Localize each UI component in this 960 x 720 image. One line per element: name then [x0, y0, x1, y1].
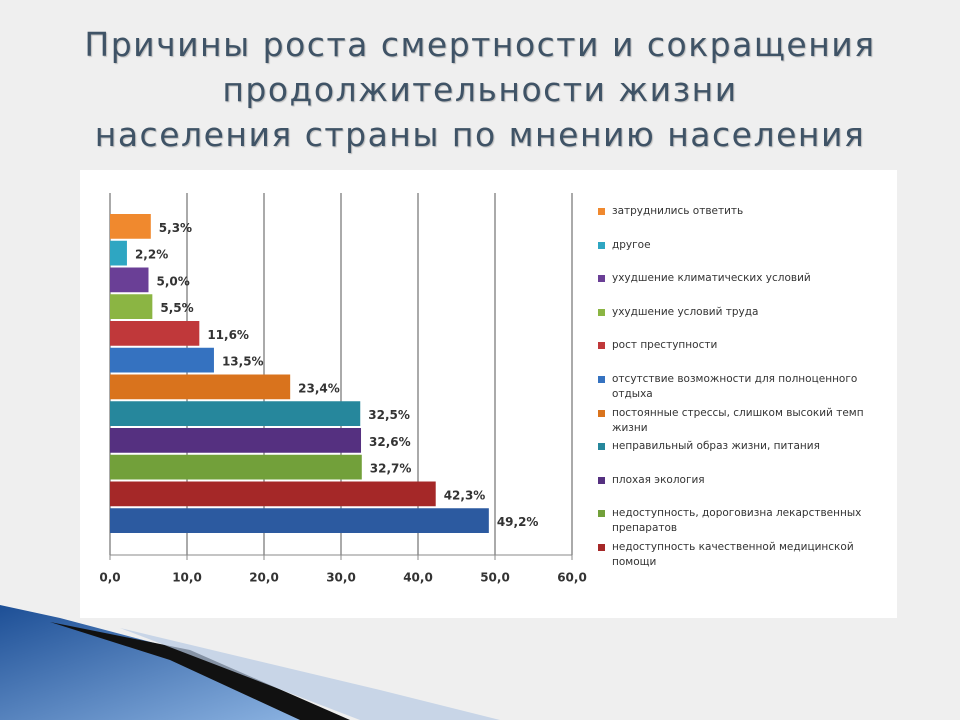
x-tick-label: 60,0 — [557, 571, 587, 585]
legend-swatch — [598, 275, 605, 283]
value-label: 23,4% — [298, 381, 340, 395]
legend-swatch — [598, 443, 605, 451]
bar — [110, 428, 362, 453]
value-label: 32,7% — [370, 462, 412, 476]
value-label: 13,5% — [222, 355, 264, 369]
bar — [110, 294, 153, 319]
legend-label: другое — [612, 238, 651, 251]
legend-swatch — [598, 544, 605, 551]
legend-swatch — [598, 241, 605, 249]
legend-swatch — [598, 308, 605, 316]
legend-label: рост преступности — [612, 339, 718, 352]
bar — [110, 508, 489, 533]
bar — [110, 321, 200, 346]
x-tick-label: 50,0 — [480, 571, 510, 585]
value-label: 32,6% — [369, 435, 411, 449]
legend-item: ухудшение условий труда — [598, 305, 898, 320]
legend-swatch — [598, 376, 605, 383]
value-label: 2,2% — [135, 248, 168, 262]
x-tick-label: 40,0 — [403, 571, 433, 585]
legend-item: неправильный образ жизни, питания — [598, 439, 898, 454]
legend-item: ухудшение климатических условий — [598, 271, 898, 286]
legend-item: недоступность качественной медицинской п… — [598, 540, 898, 570]
bar — [110, 401, 361, 426]
bar — [110, 374, 291, 400]
bar — [110, 347, 214, 373]
legend-item: отсутствие возможности для полноценного … — [598, 372, 898, 402]
value-label: 32,5% — [368, 408, 410, 422]
legend-swatch — [598, 208, 605, 215]
bar — [110, 481, 436, 507]
value-label: 5,5% — [160, 301, 193, 315]
x-tick-label: 0,0 — [99, 571, 120, 585]
bar — [110, 214, 151, 239]
legend-swatch — [598, 476, 605, 484]
value-label: 49,2% — [497, 515, 539, 529]
bar — [110, 240, 127, 266]
legend-item: рост преступности — [598, 338, 898, 353]
legend-item: затруднились ответить — [598, 204, 898, 219]
legend-label: ухудшение климатических условий — [612, 272, 811, 285]
title: Причины роста смертности и сокращения пр… — [0, 22, 960, 157]
legend-label: недоступность качественной медицинской п… — [612, 541, 854, 568]
legend-label: неправильный образ жизни, питания — [612, 440, 820, 453]
value-label: 11,6% — [207, 328, 249, 342]
legend-item: другое — [598, 238, 898, 253]
legend-label: постоянные стрессы, слишком высокий темп… — [612, 406, 864, 434]
legend-item: плохая экология — [598, 473, 898, 488]
legend-label: недоступность, дороговизна лекарственных… — [612, 507, 862, 535]
legend-item: недоступность, дороговизна лекарственных… — [598, 506, 898, 536]
bar — [110, 454, 362, 480]
value-label: 5,0% — [157, 274, 190, 288]
legend-label: затруднились ответить — [612, 205, 744, 217]
legend-label: отсутствие возможности для полноценного … — [612, 373, 858, 400]
legend-swatch — [598, 409, 605, 417]
title-line: населения страны по мнению населения — [94, 115, 866, 154]
legend-item: постоянные стрессы, слишком высокий темп… — [598, 406, 898, 436]
value-label: 5,3% — [159, 221, 192, 235]
legend-swatch — [598, 510, 605, 518]
legend-swatch — [598, 342, 605, 350]
decor-stripe — [120, 628, 500, 720]
legend-label: ухудшение условий труда — [612, 305, 759, 318]
title-line: продолжительности жизни — [222, 70, 738, 109]
x-tick-label: 30,0 — [326, 571, 356, 585]
value-label: 42,3% — [444, 488, 486, 502]
decor-stripe — [50, 622, 350, 720]
x-tick-label: 10,0 — [172, 571, 202, 585]
x-tick-label: 20,0 — [249, 571, 279, 585]
legend-label: плохая экология — [612, 473, 705, 486]
title-line: Причины роста смертности и сокращения — [84, 25, 876, 64]
bar — [110, 267, 149, 293]
